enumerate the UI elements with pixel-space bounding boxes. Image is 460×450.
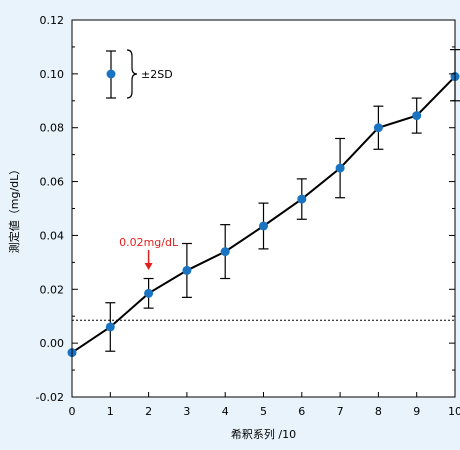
data-point xyxy=(220,247,230,257)
x-axis-label: 希釈系列 /10 xyxy=(231,427,296,441)
data-point xyxy=(105,322,115,332)
data-point xyxy=(373,123,383,133)
y-tick-label: -0.02 xyxy=(36,391,64,404)
x-tick-label: 2 xyxy=(145,405,152,418)
data-point xyxy=(297,194,307,204)
data-point xyxy=(144,288,154,298)
y-tick-label: 0.00 xyxy=(40,337,65,350)
legend-label: ±2SD xyxy=(141,68,173,81)
y-tick-label: 0.04 xyxy=(40,229,65,242)
data-point xyxy=(259,221,268,231)
data-point xyxy=(412,111,422,121)
y-tick-label: 0.12 xyxy=(40,14,65,27)
x-tick-label: 0 xyxy=(69,405,76,418)
y-tick-label: 0.06 xyxy=(40,176,65,189)
legend-marker xyxy=(106,69,116,79)
data-point xyxy=(335,163,345,173)
x-tick-label: 1 xyxy=(107,405,114,418)
x-tick-label: 7 xyxy=(337,405,344,418)
x-tick-label: 10 xyxy=(448,405,460,418)
x-tick-label: 3 xyxy=(183,405,190,418)
y-tick-label: 0.10 xyxy=(40,68,65,81)
y-axis-label: 測定値（mg/dL） xyxy=(7,164,21,254)
x-tick-label: 9 xyxy=(413,405,420,418)
y-tick-label: 0.02 xyxy=(40,283,65,296)
x-tick-label: 8 xyxy=(375,405,382,418)
x-tick-label: 5 xyxy=(260,405,267,418)
annotation-arrow-head xyxy=(144,263,153,270)
y-tick-label: 0.08 xyxy=(40,122,65,135)
x-tick-label: 4 xyxy=(222,405,229,418)
annotation-label: 0.02mg/dL xyxy=(119,236,179,249)
legend-brace xyxy=(126,49,138,99)
x-tick-label: 6 xyxy=(298,405,305,418)
data-point xyxy=(182,265,192,275)
